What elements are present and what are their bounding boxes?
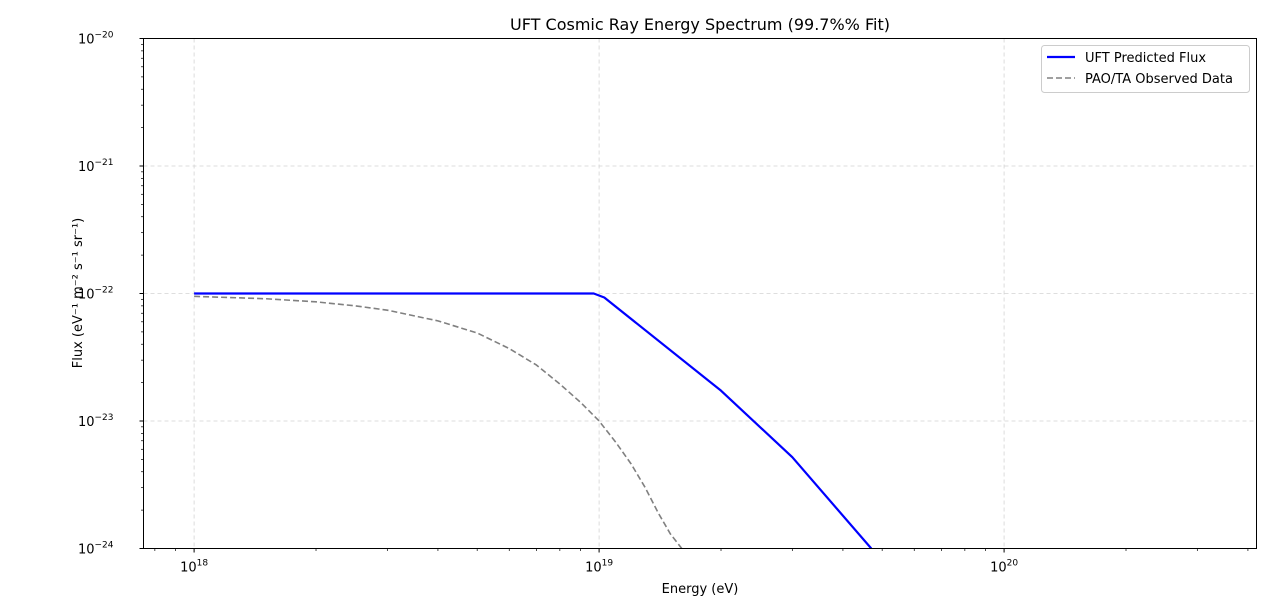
- y-tick-label: 10−21: [78, 158, 114, 175]
- series-line-1: [194, 295, 683, 549]
- series-layer: [194, 292, 873, 549]
- x-axis-label: Energy (eV): [662, 582, 739, 597]
- y-tick-label: 10−24: [78, 541, 114, 558]
- x-tick-label: 1019: [585, 559, 613, 576]
- legend-label: UFT Predicted Flux: [1085, 51, 1206, 66]
- x-tick-label: 1020: [990, 559, 1018, 576]
- x-tick-label: 1018: [180, 559, 208, 576]
- ticks-layer: 1018 1019 1020 10−24 10−23 10−22 10−21 10−20: [78, 31, 1249, 576]
- legend: UFT Predicted Flux PAO/TA Observed Data: [1041, 45, 1250, 93]
- legend-label: PAO/TA Observed Data: [1085, 72, 1233, 87]
- series-line-0: [194, 292, 873, 549]
- y-tick-label: 10−23: [78, 413, 114, 430]
- y-tick-label: 10−22: [78, 286, 114, 303]
- chart-title: UFT Cosmic Ray Energy Spectrum (99.7%% F…: [510, 15, 890, 34]
- legend-box: [1041, 45, 1250, 93]
- y-tick-label: 10−20: [78, 31, 114, 48]
- y-axis-label: Flux (eV⁻¹ m⁻² s⁻¹ sr⁻¹): [71, 218, 86, 368]
